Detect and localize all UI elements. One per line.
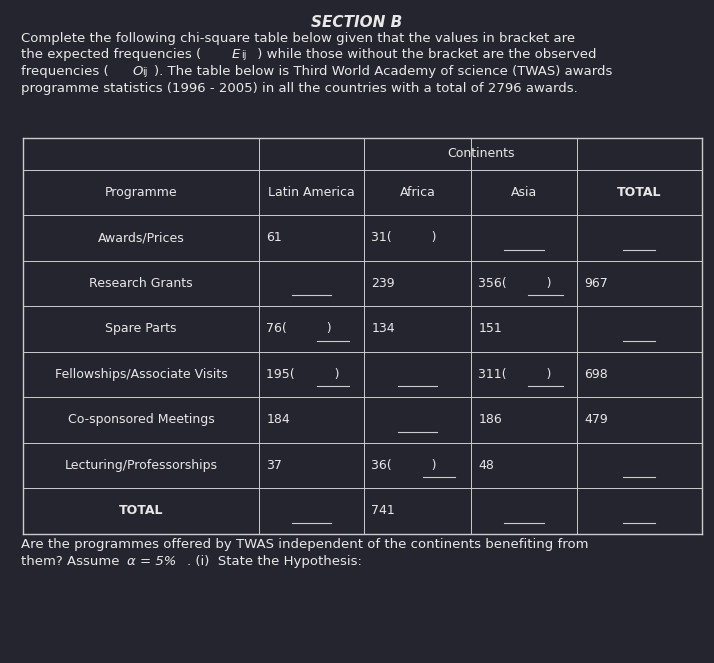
Text: Research Grants: Research Grants <box>89 277 193 290</box>
Text: Asia: Asia <box>511 186 537 199</box>
Text: 311(          ): 311( ) <box>478 368 552 381</box>
Text: SECTION B: SECTION B <box>311 15 403 30</box>
Text: Lecturing/Professorships: Lecturing/Professorships <box>64 459 218 472</box>
Text: 61: 61 <box>266 231 282 245</box>
Text: 195(          ): 195( ) <box>266 368 340 381</box>
Text: ij: ij <box>241 50 247 60</box>
Text: programme statistics (1996 - 2005) in all the countries with a total of 2796 awa: programme statistics (1996 - 2005) in al… <box>21 82 578 95</box>
Text: them? Assume: them? Assume <box>21 555 124 568</box>
Text: Spare Parts: Spare Parts <box>105 322 177 335</box>
Text: E: E <box>232 48 241 62</box>
Text: TOTAL: TOTAL <box>119 505 164 517</box>
Text: 48: 48 <box>478 459 494 472</box>
Text: Programme: Programme <box>105 186 177 199</box>
Text: 76(          ): 76( ) <box>266 322 332 335</box>
Text: the expected frequencies (: the expected frequencies ( <box>21 48 201 62</box>
Text: Complete the following chi-square table below given that the values in bracket a: Complete the following chi-square table … <box>21 32 575 45</box>
Text: 186: 186 <box>478 414 502 426</box>
Text: ). The table below is Third World Academy of science (TWAS) awards: ). The table below is Third World Academ… <box>154 65 613 78</box>
Text: Awards/Prices: Awards/Prices <box>98 231 184 245</box>
Text: ) while those without the bracket are the observed: ) while those without the bracket are th… <box>253 48 597 62</box>
Text: Co-sponsored Meetings: Co-sponsored Meetings <box>68 414 214 426</box>
Text: 36(          ): 36( ) <box>371 459 437 472</box>
Text: Are the programmes offered by TWAS independent of the continents benefiting from: Are the programmes offered by TWAS indep… <box>21 538 589 552</box>
Text: ij: ij <box>142 67 148 77</box>
Text: frequencies (: frequencies ( <box>21 65 109 78</box>
Text: α = 5%: α = 5% <box>127 555 176 568</box>
Text: Africa: Africa <box>400 186 436 199</box>
Text: 37: 37 <box>266 459 282 472</box>
Text: 479: 479 <box>584 414 608 426</box>
Text: . (i)  State the Hypothesis:: . (i) State the Hypothesis: <box>187 555 362 568</box>
Text: 239: 239 <box>371 277 395 290</box>
Text: 151: 151 <box>478 322 502 335</box>
Text: 134: 134 <box>371 322 395 335</box>
Text: Continents: Continents <box>447 147 514 160</box>
Text: 356(          ): 356( ) <box>478 277 552 290</box>
Text: 741: 741 <box>371 505 395 517</box>
Text: TOTAL: TOTAL <box>617 186 662 199</box>
Text: 698: 698 <box>584 368 608 381</box>
Text: 967: 967 <box>584 277 608 290</box>
Text: O: O <box>133 65 144 78</box>
Text: Fellowships/Associate Visits: Fellowships/Associate Visits <box>55 368 227 381</box>
Text: 184: 184 <box>266 414 290 426</box>
Text: 31(          ): 31( ) <box>371 231 437 245</box>
Text: Latin America: Latin America <box>268 186 355 199</box>
